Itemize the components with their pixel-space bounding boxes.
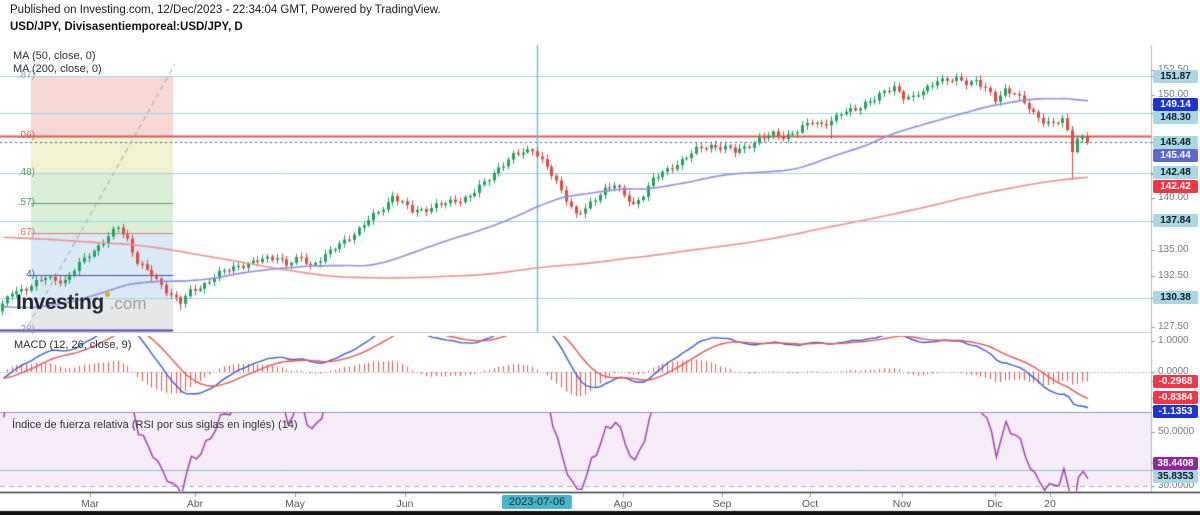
symbol-title: USD/JPY, Divisasentiemporeal:USD/JPY, D: [10, 21, 243, 33]
price-tick-127.50: 127.50: [1158, 321, 1189, 333]
macd-title: MACD (12, 26, close, 9): [14, 339, 132, 351]
price-tick-140.00: 140.00: [1158, 192, 1189, 204]
price-label-151.87: 151.87: [1153, 69, 1198, 83]
price-label-145.44: 145.44: [1153, 149, 1198, 163]
price-label-142.42: 142.42: [1153, 179, 1198, 193]
price-label-142.48: 142.48: [1153, 166, 1198, 180]
price-label-148.30: 148.30: [1153, 111, 1198, 125]
logo-orange-dot-icon: [104, 292, 110, 297]
logo-brand: Investing: [16, 291, 104, 314]
price-label-149.14: 149.14: [1153, 97, 1198, 111]
rsi-label-38.4408: 38.4408: [1153, 456, 1198, 470]
rsi-title: Índice de fuerza relativa (RSI por sus s…: [12, 419, 298, 431]
macd-label--0.8384: -0.8384: [1153, 391, 1198, 405]
ma200-label: MA (200, close, 0): [13, 63, 102, 75]
macd-tick-0.0000: 0.0000: [1158, 366, 1189, 377]
rsi-tick-30.0000: 30.0000: [1158, 480, 1195, 491]
macd-tick-1.0000: 1.0000: [1158, 335, 1189, 346]
macd-label--1.1353: -1.1353: [1153, 404, 1198, 418]
rsi-label-35.8353: 35.8353: [1153, 470, 1198, 484]
logo-tld: .com: [109, 294, 147, 313]
rsi-tick-50.0000: 50.0000: [1158, 426, 1195, 437]
price-tick-135.00: 135.00: [1158, 243, 1189, 255]
price-label-145.48: 145.48: [1153, 135, 1198, 149]
price-tick-150.00: 150.00: [1158, 89, 1189, 101]
investing-logo: Investing .com: [16, 291, 147, 315]
price-tick-132.50: 132.50: [1158, 269, 1189, 281]
ma50-label: MA (50, close, 0): [13, 50, 96, 62]
price-label-137.84: 137.84: [1153, 214, 1198, 228]
price-label-130.38: 130.38: [1153, 291, 1198, 305]
price-tick-152.50: 152.50: [1158, 64, 1189, 76]
price-axis[interactable]: 152.50 150.00 140.00 135.00 132.50 127.50 151.…: [1151, 0, 1200, 515]
macd-label--0.2968: -0.2968: [1153, 374, 1198, 388]
published-line: Published on Investing.com, 12/Dec/2023 …: [10, 4, 441, 16]
